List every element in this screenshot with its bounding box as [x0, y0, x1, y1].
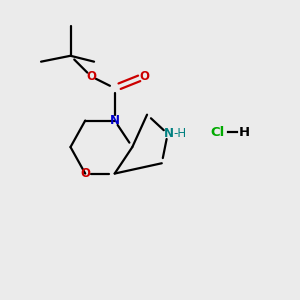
Text: O: O	[80, 167, 90, 180]
Text: O: O	[139, 70, 149, 83]
Text: H: H	[239, 126, 250, 139]
Text: -H: -H	[173, 127, 187, 140]
Text: O: O	[86, 70, 96, 83]
Text: N: N	[164, 127, 174, 140]
Text: Cl: Cl	[211, 126, 225, 139]
Text: N: N	[110, 114, 120, 127]
